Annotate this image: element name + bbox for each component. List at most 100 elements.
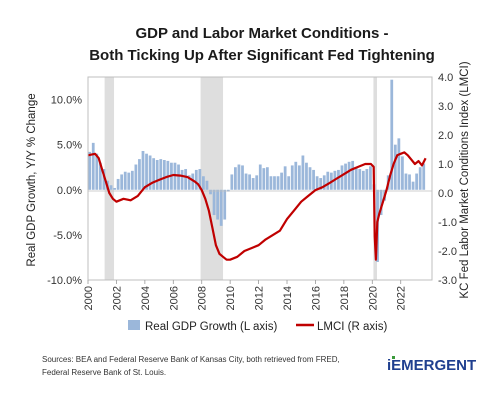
right-tick-label: 1.0: [438, 159, 453, 171]
left-tick-label: 0.0%: [57, 185, 82, 197]
chart-title-line1: GDP and Labor Market Conditions -: [135, 25, 388, 42]
gdp-bar: [234, 167, 237, 190]
left-tick-label: 10.0%: [51, 95, 82, 107]
recession-band: [200, 77, 224, 280]
gdp-bar: [127, 172, 131, 190]
gdp-bar: [120, 174, 124, 190]
gdp-bar: [184, 169, 188, 190]
legend-bar-swatch: [128, 320, 140, 330]
gdp-bar: [230, 174, 234, 190]
gdp-bar: [191, 173, 195, 190]
right-tick-label: -2.0: [438, 246, 457, 258]
gdp-bar: [344, 163, 347, 190]
gdp-bar: [166, 160, 170, 190]
gdp-bar: [393, 144, 397, 190]
right-tick-label: 3.0: [438, 101, 453, 113]
gdp-bar: [138, 159, 141, 190]
gdp-bar: [159, 159, 163, 190]
lmci-line-layer: [87, 151, 427, 261]
recession-band: [104, 77, 115, 280]
gdp-bar: [358, 169, 362, 190]
gdp-bar: [251, 178, 255, 190]
gdp-bar: [258, 164, 262, 190]
gdp-bar: [422, 163, 426, 190]
x-tick-label: 2004: [140, 286, 152, 310]
gdp-bar: [194, 169, 198, 190]
gdp-bar: [148, 155, 152, 190]
gdp-bar: [305, 162, 308, 190]
gdp-bar: [319, 178, 323, 190]
gdp-bar: [209, 189, 212, 195]
x-tick-label: 2014: [282, 286, 294, 310]
x-tick-label: 2016: [310, 286, 322, 310]
chart-title-line2: Both Ticking Up After Significant Fed Ti…: [89, 47, 435, 64]
gdp-bar: [365, 169, 369, 190]
gdp-bar: [155, 160, 159, 190]
gdp-bar: [141, 150, 145, 190]
gdp-bar: [102, 169, 106, 190]
iemergent-logo: iEMERGENT: [387, 356, 476, 374]
logo-accent-icon: [392, 356, 395, 359]
gdp-bar: [369, 166, 372, 190]
right-axis-ticks: 4.0 3.0 2.0 1.0 0.0 -1.0 -2.0 -3.0: [438, 72, 457, 287]
gdp-bar: [315, 176, 319, 190]
x-tick-label: 2002: [111, 286, 123, 310]
gdp-bar: [177, 164, 180, 190]
gdp-bar: [415, 173, 419, 190]
gdp-bar: [123, 171, 127, 190]
x-tick-label: 2008: [197, 286, 209, 310]
logo-text: iEMERGENT: [387, 357, 476, 374]
right-tick-label: -3.0: [438, 275, 457, 287]
gdp-bar: [408, 174, 411, 190]
gdp-bar: [401, 156, 404, 190]
legend-bar-label: Real GDP Growth (L axis): [145, 321, 277, 333]
gdp-bar: [322, 175, 326, 190]
gdp-bar: [241, 165, 244, 190]
x-tick-label: 2012: [254, 286, 266, 310]
x-tick-label: 2020: [367, 286, 379, 310]
gdp-bar: [95, 153, 99, 190]
gdp-bar: [269, 176, 273, 190]
gdp-bar: [145, 153, 148, 190]
x-axis-ticks: 2000 2002 2004 2006 2008 2010 2012 2014 2016 2018…: [83, 280, 408, 310]
x-tick-label: 2006: [168, 286, 180, 310]
gdp-bar: [212, 189, 216, 216]
gdp-bar: [379, 189, 383, 216]
gdp-bar: [287, 176, 291, 190]
gdp-bar: [88, 151, 92, 190]
gdp-bar: [248, 174, 251, 190]
legend: Real GDP Growth (L axis) LMCI (R axis): [128, 320, 387, 333]
gdp-bar: [326, 171, 330, 190]
gdp-bar: [297, 165, 301, 190]
right-axis-title: KC Fed Labor Market Conditions Index (LM…: [459, 61, 471, 298]
gdp-bar: [404, 173, 408, 190]
gdp-bar: [340, 165, 344, 190]
x-tick-label: 2018: [339, 286, 351, 310]
gdp-bar: [198, 169, 202, 190]
gdp-bar: [162, 160, 166, 190]
left-tick-label: -5.0%: [53, 230, 82, 242]
left-tick-label: -10.0%: [47, 275, 82, 287]
gdp-bar: [418, 167, 422, 190]
gdp-bar: [202, 176, 205, 190]
left-axis-title: Real GDP Growth, Y/Y % Change: [26, 93, 38, 266]
x-tick-label: 2010: [225, 286, 237, 310]
gdp-bar: [113, 187, 116, 190]
plot-frame: [87, 76, 433, 281]
x-tick-label: 2000: [83, 286, 95, 310]
gdp-bar: [180, 169, 184, 190]
gdp-bar: [255, 175, 259, 190]
gdp-bar: [290, 165, 294, 190]
gdp-bar: [216, 189, 220, 220]
gdp-bar: [294, 161, 298, 190]
gdp-bar: [237, 164, 241, 190]
lmci-line: [87, 151, 427, 261]
gdp-bar: [411, 181, 415, 190]
gdp-bar: [312, 169, 315, 190]
gdp-bar: [397, 138, 401, 190]
gdp-bar: [134, 164, 138, 190]
x-tick-label: 2022: [396, 286, 408, 310]
gdp-bar: [273, 176, 276, 190]
source-line1: Sources: BEA and Federal Reserve Bank of…: [42, 355, 340, 364]
